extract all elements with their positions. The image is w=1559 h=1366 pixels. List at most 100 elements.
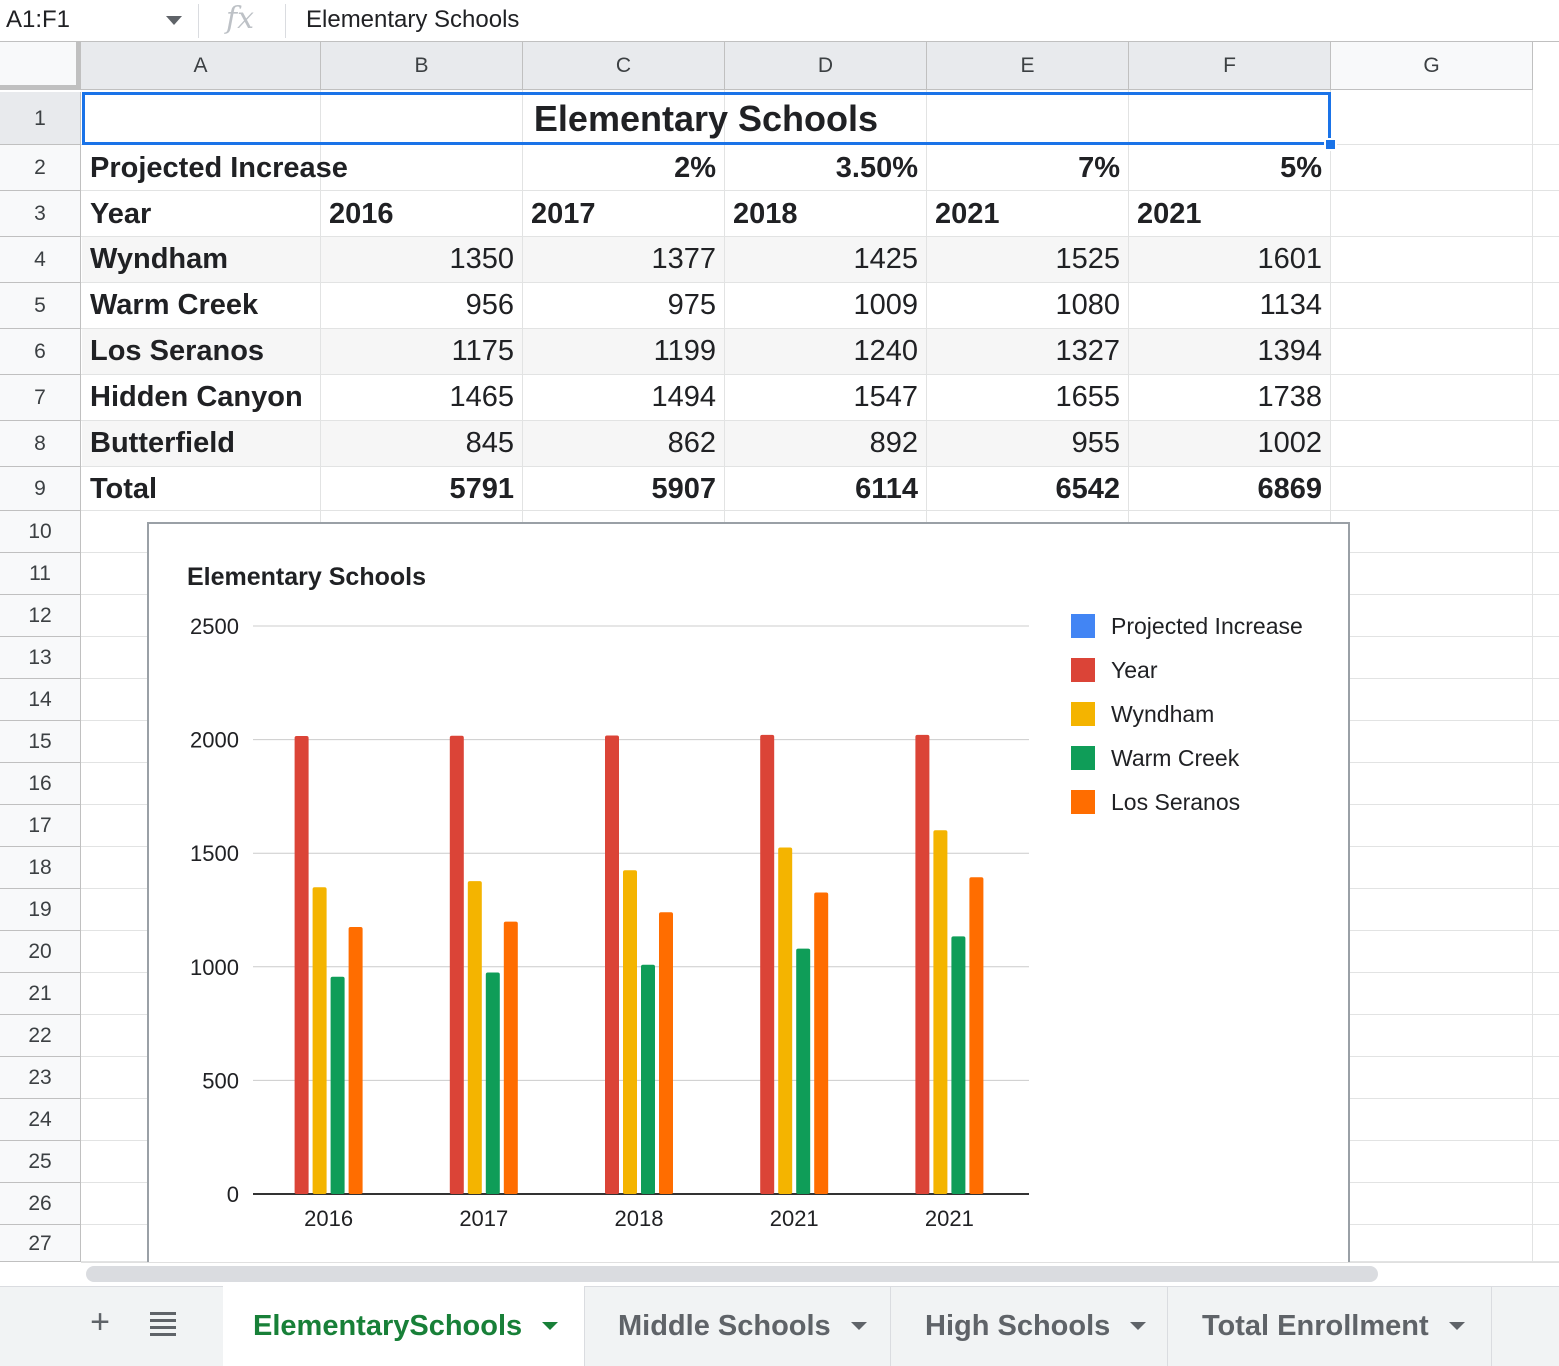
row-header-26[interactable]: 26: [0, 1183, 81, 1225]
increase-cell[interactable]: 2%: [674, 151, 716, 184]
row-header-3[interactable]: 3: [0, 191, 81, 237]
year-cell[interactable]: 2021: [1137, 197, 1202, 230]
column-header-b[interactable]: B: [321, 42, 523, 90]
increase-cell[interactable]: 7%: [1078, 151, 1120, 184]
enrollment-cell[interactable]: 1327: [927, 329, 1128, 374]
row-header-25[interactable]: 25: [0, 1141, 81, 1183]
legend-item-year[interactable]: Year: [1071, 655, 1157, 685]
row-header-10[interactable]: 10: [0, 511, 81, 553]
row-header-20[interactable]: 20: [0, 931, 81, 973]
bar-warm-creek[interactable]: [485, 972, 500, 1194]
bar-los-seranos[interactable]: [348, 927, 363, 1194]
bar-wyndham[interactable]: [312, 887, 327, 1194]
formula-input[interactable]: Elementary Schools: [306, 6, 520, 33]
enrollment-cell[interactable]: 1394: [1129, 329, 1330, 374]
enrollment-cell[interactable]: 956: [465, 289, 514, 321]
school-name-cell[interactable]: Los Seranos: [82, 329, 320, 374]
chevron-down-icon[interactable]: [166, 16, 182, 25]
increase-label-cell[interactable]: Projected Increase: [90, 151, 348, 184]
row-header-13[interactable]: 13: [0, 637, 81, 679]
enrollment-cell[interactable]: 1738: [1257, 381, 1322, 413]
bar-year[interactable]: [605, 735, 619, 1194]
total-label-cell[interactable]: Total: [90, 472, 158, 505]
row-header-16[interactable]: 16: [0, 763, 81, 805]
bar-los-seranos[interactable]: [659, 912, 673, 1194]
total-cell[interactable]: 5791: [449, 472, 514, 505]
bar-los-seranos[interactable]: [503, 921, 518, 1194]
school-name-cell[interactable]: Wyndham: [82, 237, 320, 282]
bar-year[interactable]: [294, 735, 309, 1194]
row-header-24[interactable]: 24: [0, 1099, 81, 1141]
row-header-17[interactable]: 17: [0, 805, 81, 847]
legend-item-projected-increase[interactable]: Projected Increase: [1071, 611, 1303, 641]
column-header-c[interactable]: C: [523, 42, 725, 90]
row-header-4[interactable]: 4: [0, 237, 81, 283]
year-cell[interactable]: 2021: [935, 197, 1000, 230]
enrollment-cell[interactable]: 862: [523, 421, 724, 466]
bar-year[interactable]: [915, 734, 930, 1194]
row-header-12[interactable]: 12: [0, 595, 81, 637]
bar-warm-creek[interactable]: [796, 948, 811, 1194]
enrollment-cell[interactable]: 1199: [523, 329, 724, 374]
chevron-down-icon[interactable]: [542, 1322, 559, 1330]
row-header-15[interactable]: 15: [0, 721, 81, 763]
enrollment-cell[interactable]: 1377: [523, 237, 724, 282]
legend-item-los-seranos[interactable]: Los Seranos: [1071, 787, 1240, 817]
bar-warm-creek[interactable]: [641, 964, 655, 1194]
bar-wyndham[interactable]: [467, 881, 482, 1194]
total-cell[interactable]: 6114: [855, 472, 918, 505]
name-box[interactable]: A1:F1: [6, 6, 71, 33]
year-cell[interactable]: 2018: [733, 197, 798, 230]
enrollment-cell[interactable]: 1002: [1129, 421, 1330, 466]
sheet-list-icon[interactable]: [146, 1300, 180, 1344]
enrollment-cell[interactable]: 1655: [1055, 381, 1120, 413]
enrollment-cell[interactable]: 1601: [1129, 237, 1330, 282]
school-name-cell[interactable]: Hidden Canyon: [90, 381, 303, 413]
row-header-27[interactable]: 27: [0, 1225, 81, 1262]
enrollment-cell[interactable]: 1175: [321, 329, 522, 374]
chevron-down-icon[interactable]: [850, 1322, 867, 1330]
enrollment-cell[interactable]: 1525: [927, 237, 1128, 282]
select-all-corner[interactable]: [0, 42, 81, 90]
increase-cell[interactable]: 3.50%: [835, 151, 918, 184]
bar-warm-creek[interactable]: [951, 936, 966, 1194]
enrollment-cell[interactable]: 955: [927, 421, 1128, 466]
enrollment-cell[interactable]: 1080: [1055, 289, 1120, 321]
tab-total-enrollment[interactable]: Total Enrollment: [1172, 1286, 1492, 1366]
tab-high-schools[interactable]: High Schools: [895, 1286, 1168, 1366]
year-cell[interactable]: 2017: [531, 197, 596, 230]
row-header-6[interactable]: 6: [0, 329, 81, 375]
row-header-8[interactable]: 8: [0, 421, 81, 467]
enrollment-cell[interactable]: 1240: [725, 329, 926, 374]
bar-wyndham[interactable]: [778, 847, 793, 1194]
enrollment-cell[interactable]: 1547: [853, 381, 918, 413]
enrollment-cell[interactable]: 892: [725, 421, 926, 466]
enrollment-cell[interactable]: 1134: [1259, 289, 1322, 321]
increase-cell[interactable]: 5%: [1280, 151, 1322, 184]
row-header-11[interactable]: 11: [0, 553, 81, 595]
column-header-g[interactable]: G: [1331, 42, 1533, 90]
row-header-19[interactable]: 19: [0, 889, 81, 931]
row-header-22[interactable]: 22: [0, 1015, 81, 1057]
column-header-d[interactable]: D: [725, 42, 927, 90]
scrollbar-thumb[interactable]: [86, 1266, 1378, 1282]
enrollment-cell[interactable]: 1465: [449, 381, 514, 413]
legend-item-warm-creek[interactable]: Warm Creek: [1071, 743, 1239, 773]
row-header-1[interactable]: 1: [0, 92, 81, 145]
chart[interactable]: Elementary Schools 0 500 1000 1500 2000 2500 2…: [147, 522, 1350, 1267]
sheet-title-cell[interactable]: Elementary Schools: [533, 97, 879, 139]
total-cell[interactable]: 6869: [1257, 472, 1322, 505]
tab-elementary-schools[interactable]: ElementarySchools: [223, 1286, 585, 1366]
chevron-down-icon[interactable]: [1448, 1322, 1465, 1330]
bar-warm-creek[interactable]: [330, 976, 345, 1194]
column-header-f[interactable]: F: [1129, 42, 1331, 90]
year-label-cell[interactable]: Year: [90, 197, 152, 230]
school-name-cell[interactable]: Warm Creek: [90, 289, 259, 321]
tab-middle-schools[interactable]: Middle Schools: [588, 1286, 891, 1366]
year-cell[interactable]: 2016: [329, 197, 394, 230]
row-header-2[interactable]: 2: [0, 145, 81, 191]
enrollment-cell[interactable]: 1350: [321, 237, 522, 282]
legend-item-wyndham[interactable]: Wyndham: [1071, 699, 1214, 729]
row-header-7[interactable]: 7: [0, 375, 81, 421]
bar-wyndham[interactable]: [623, 870, 637, 1194]
